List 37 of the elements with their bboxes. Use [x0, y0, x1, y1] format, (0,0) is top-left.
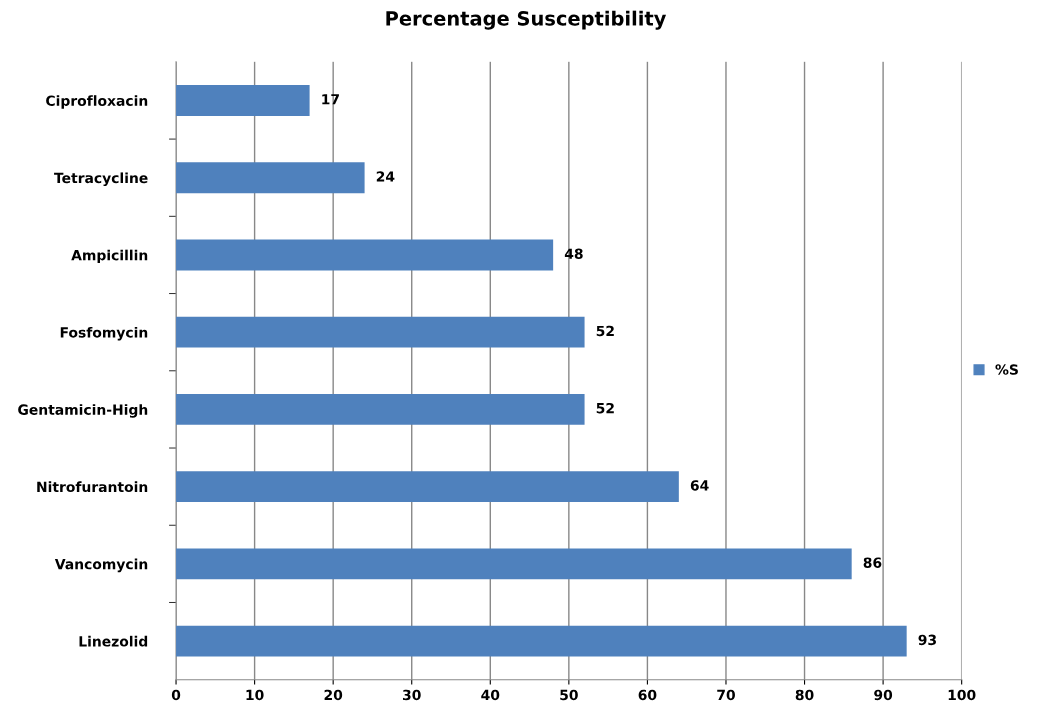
bar: [176, 316, 585, 348]
data-label: 52: [596, 325, 614, 337]
data-label: 93: [918, 634, 937, 646]
chart-title: Percentage Susceptibility: [386, 10, 667, 30]
legend-label: %S: [995, 364, 1018, 375]
x-tick-label: 50: [560, 689, 578, 701]
x-tick-label: 10: [246, 689, 264, 701]
data-label: 86: [863, 557, 882, 568]
data-label: 24: [376, 171, 395, 182]
x-tick-label: 40: [481, 689, 500, 701]
bar: [176, 471, 679, 503]
x-tick-label: 100: [948, 689, 976, 701]
bar: [176, 393, 585, 425]
data-label: 52: [596, 402, 614, 414]
x-tick-label: 70: [717, 689, 735, 701]
bar: [176, 239, 554, 271]
bar: [176, 625, 907, 657]
x-tick-label: 90: [874, 689, 893, 701]
y-tick-label: Ciprofloxacin: [46, 95, 148, 109]
x-tick-label: 60: [638, 689, 657, 701]
y-tick-label: Linezolid: [79, 635, 148, 647]
y-tick-label: Gentamicin-High: [18, 404, 148, 418]
y-tick-label: Tetracycline: [54, 172, 148, 186]
bar: [176, 162, 365, 194]
y-tick-label: Ampicillin: [71, 249, 148, 264]
bar: [176, 548, 852, 580]
data-label: 48: [564, 248, 583, 259]
x-tick-label: 0: [171, 689, 181, 701]
x-tick-label: 80: [795, 689, 814, 701]
bar: [176, 85, 310, 116]
x-tick-label: 30: [402, 689, 421, 701]
y-tick-label: Vancomycin: [54, 558, 148, 573]
y-tick-label: Fosfomycin: [60, 326, 148, 341]
data-label: 64: [690, 480, 709, 491]
x-tick-label: 20: [324, 689, 343, 701]
y-tick-label: Nitrofurantoin: [37, 481, 148, 493]
data-label: 17: [322, 94, 339, 105]
